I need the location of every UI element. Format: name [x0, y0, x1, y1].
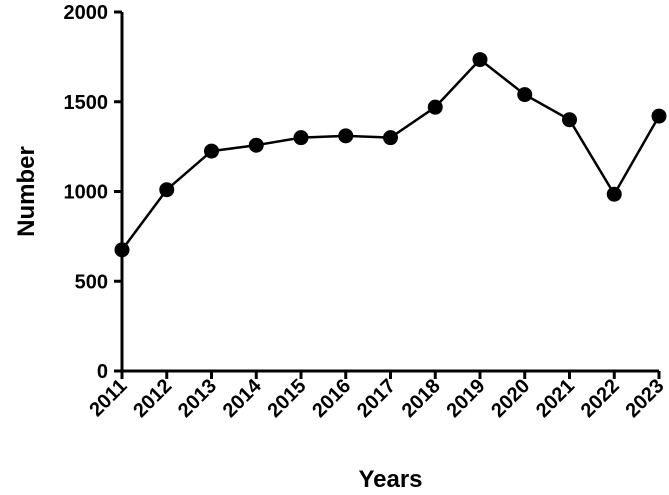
x-tick-label: 2023 — [622, 375, 669, 422]
x-tick-label: 2013 — [174, 375, 221, 422]
data-point-2011 — [114, 242, 130, 258]
data-point-2015 — [293, 130, 309, 146]
x-axis-ticks: 2011201220132014201520162017201820192020… — [85, 371, 669, 422]
data-point-2013 — [204, 143, 219, 159]
y-axis-ticks: 0 500 1000 1500 2000 — [64, 2, 122, 383]
data-point-2022 — [606, 186, 622, 202]
y-tick-label: 1500 — [64, 92, 109, 114]
data-point-2019 — [472, 52, 488, 68]
data-point-2020 — [517, 87, 533, 103]
y-tick-label: 2000 — [64, 2, 109, 24]
data-point-2017 — [383, 130, 398, 146]
data-point-2018 — [427, 99, 443, 115]
x-tick-label: 2016 — [308, 375, 355, 422]
x-tick-label: 2017 — [353, 375, 400, 422]
x-tick-label: 2012 — [129, 375, 176, 422]
y-tick-label: 0 — [97, 361, 108, 383]
series-line — [120, 57, 661, 251]
data-point-2021 — [562, 112, 577, 128]
x-tick-label: 2015 — [264, 375, 311, 422]
data-point-2016 — [338, 128, 354, 144]
x-tick-label: 2019 — [443, 375, 490, 422]
data-points — [114, 52, 667, 258]
x-tick-label: 2011 — [85, 375, 131, 421]
data-point-2023 — [651, 108, 667, 124]
x-axis-title: Years — [358, 466, 422, 493]
x-tick-label: 2014 — [219, 374, 267, 422]
x-tick-label: 2021 — [532, 375, 579, 422]
data-point-2012 — [159, 182, 175, 198]
y-tick-label: 500 — [75, 271, 108, 293]
x-tick-label: 2022 — [577, 375, 624, 422]
y-tick-label: 1000 — [64, 182, 109, 204]
y-axis-title: Number — [13, 146, 40, 237]
data-point-2014 — [248, 137, 264, 153]
x-tick-label: 2020 — [487, 375, 534, 422]
x-tick-label: 2018 — [398, 375, 445, 422]
